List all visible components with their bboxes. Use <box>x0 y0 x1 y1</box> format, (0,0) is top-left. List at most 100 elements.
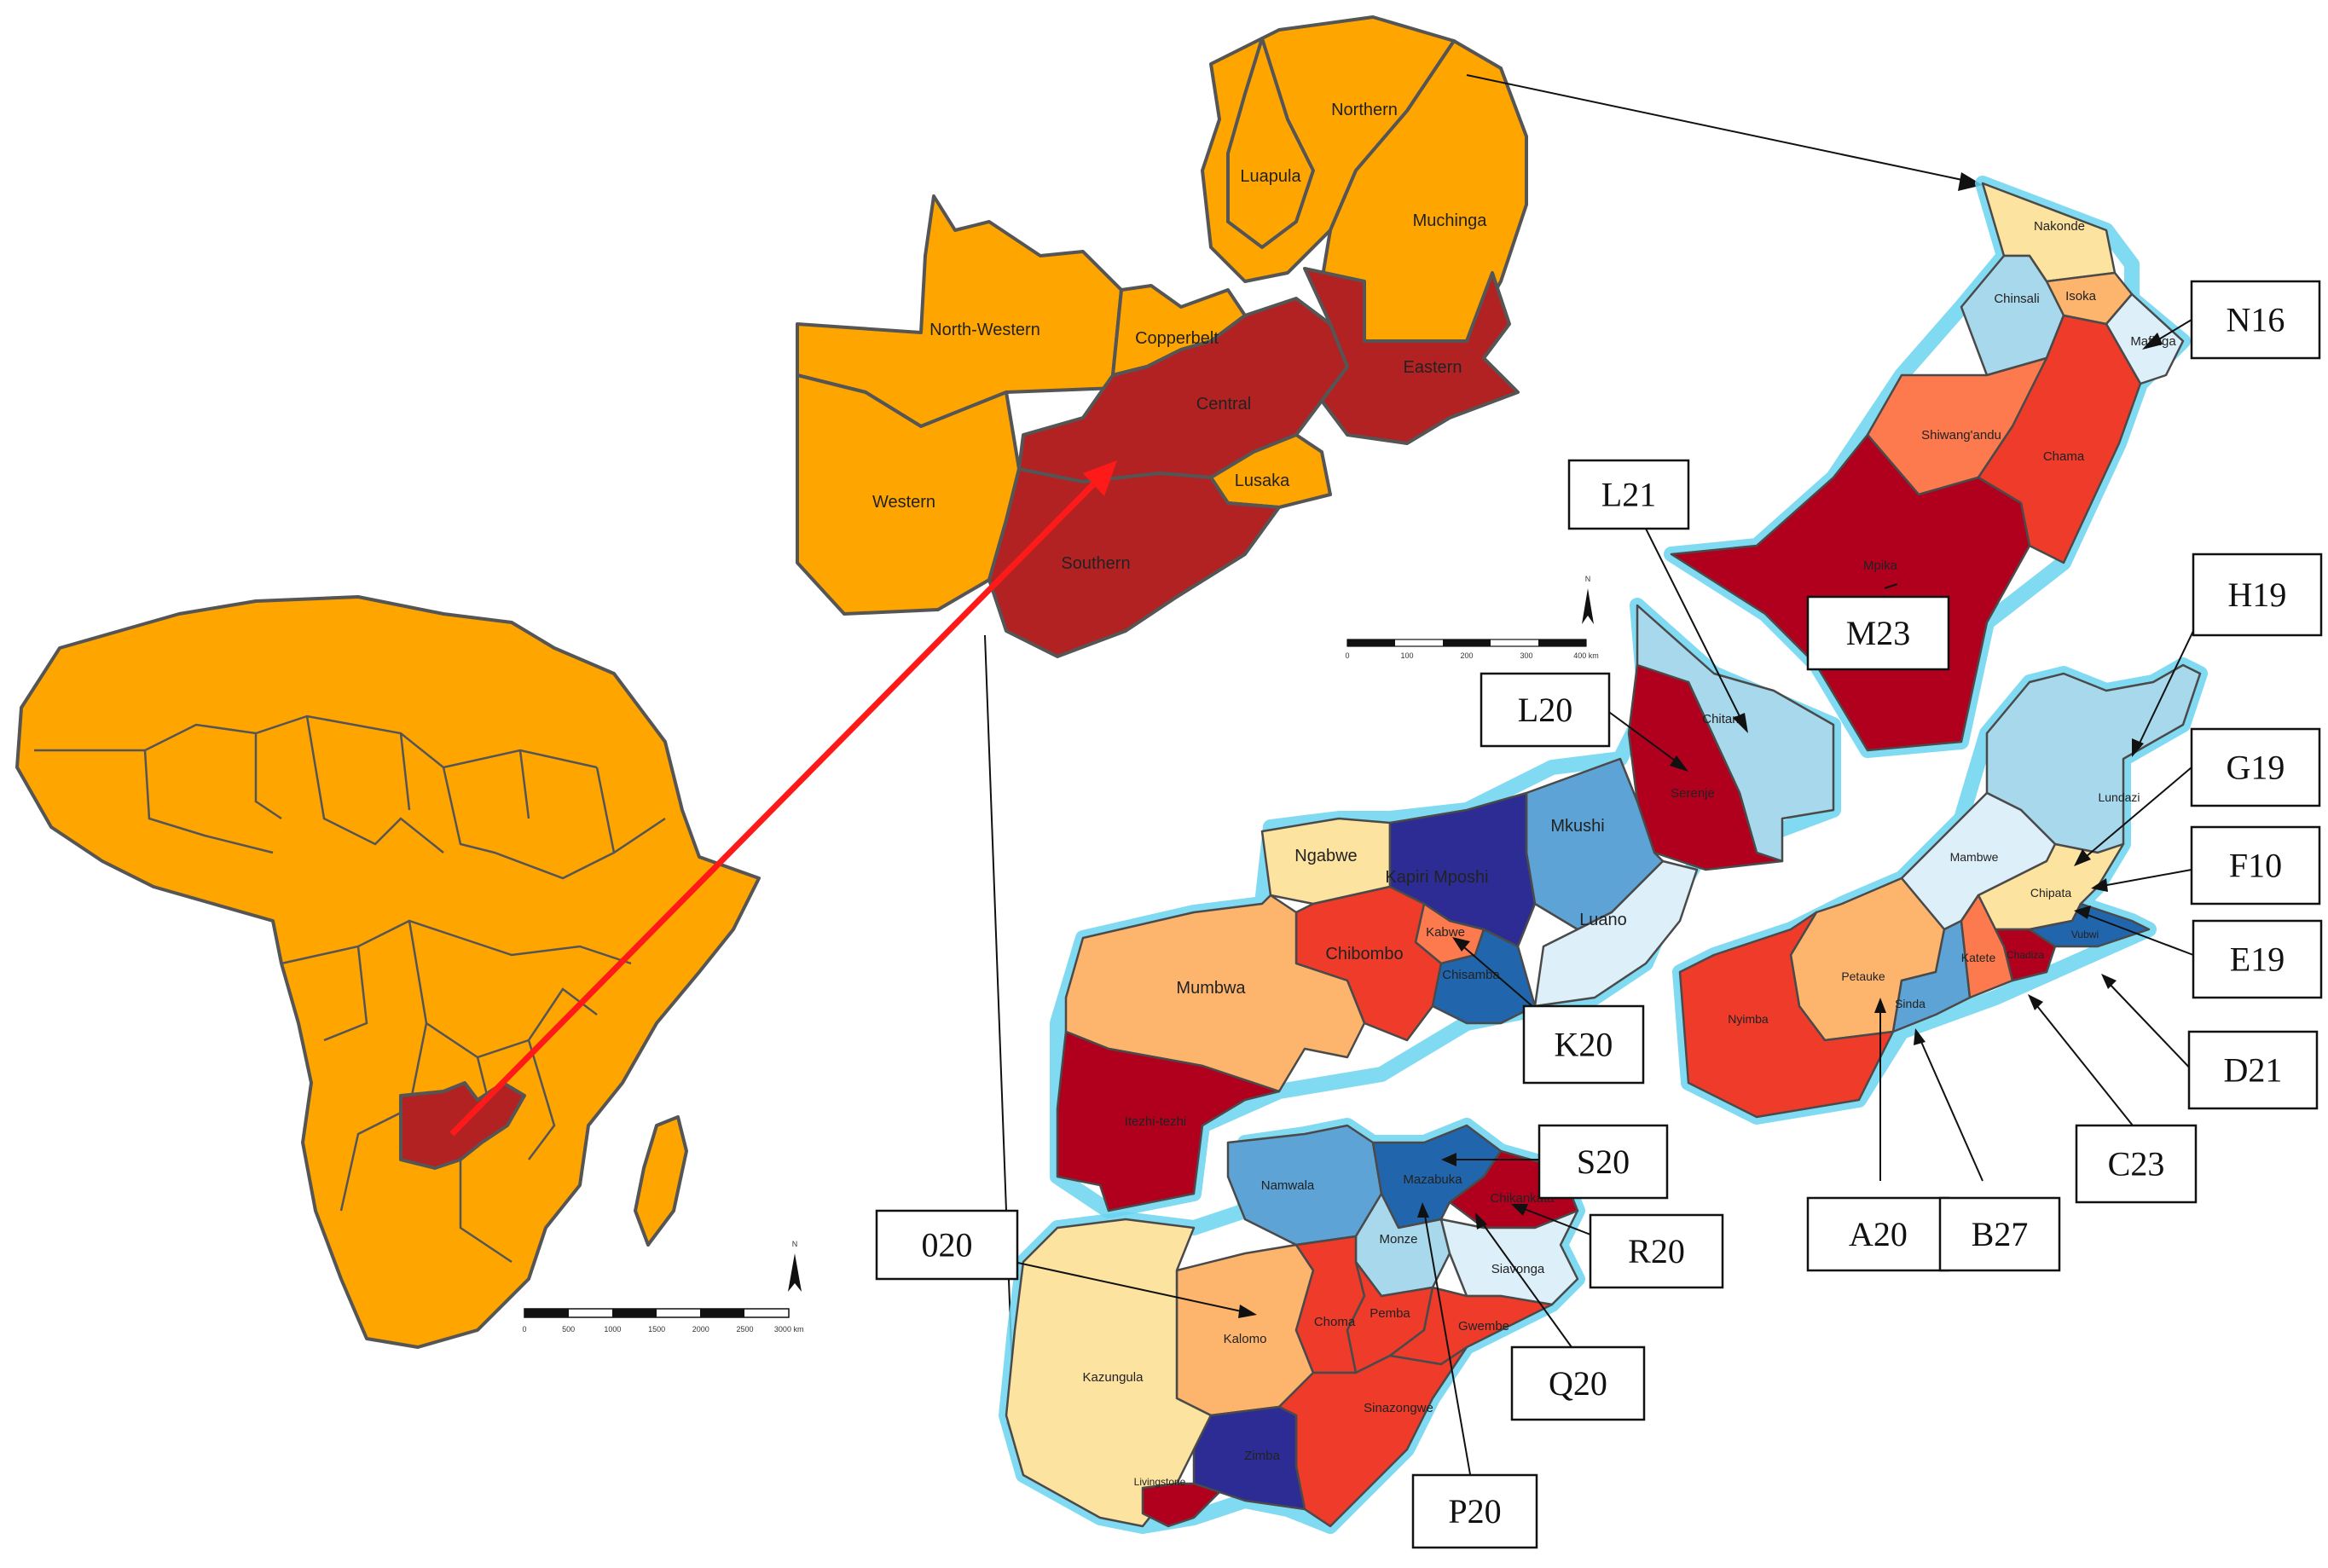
muchinga-detail-map: NakondeIsokaChinsaliMafingaShiwang'anduC… <box>1664 176 2191 758</box>
code-box-frame <box>1567 459 1690 530</box>
district-mpika <box>1670 433 2031 752</box>
code-label-c23: C23 <box>2108 1145 2165 1183</box>
province-north-western <box>796 194 1123 428</box>
district-label-lundazi: Lundazi <box>2098 790 2140 804</box>
district-label-chisamba: Chisamba <box>1442 968 1500 982</box>
code-callout-f10: F10 <box>2190 825 2321 906</box>
zambia-scale-tick: 0 <box>1345 651 1349 660</box>
district-label-chama: Chama <box>2043 449 2085 464</box>
code-callout-a20: A20 <box>1806 1196 1950 1272</box>
code-callout-s20: S20 <box>1538 1124 1669 1200</box>
code-box-frame <box>1538 1124 1669 1200</box>
district-label-mkushi: Mkushi <box>1550 817 1604 836</box>
code-label-q20: Q20 <box>1549 1364 1607 1403</box>
eastern-detail-map: Lundazi Mambwe Chipata Petauke Nyimba Sinda Ka… <box>1672 657 2208 1125</box>
district-label-pemba: Pemba <box>1370 1306 1410 1321</box>
district-label-chadiza: Chadiza <box>2007 949 2044 961</box>
district-label-siavonga: Siavonga <box>1491 1262 1545 1276</box>
africa-scale-tick: 0 <box>522 1325 526 1334</box>
code-label-020: 020 <box>922 1226 973 1264</box>
code-callout-e19: E19 <box>2192 919 2323 999</box>
code-box-frame <box>1480 672 1611 748</box>
district-label-chinsali: Chinsali <box>1994 292 2039 306</box>
district-serenje <box>1627 663 1784 871</box>
central-detail-map: Chitam Serenje Mkushi Luano Ngabwe Kapiri Mpo… <box>1050 598 1841 1218</box>
district-label-mazabuka: Mazabuka <box>1403 1172 1462 1187</box>
code-label-a20: A20 <box>1849 1215 1908 1253</box>
code-callout-p20: P20 <box>1411 1473 1538 1549</box>
code-label-n16: N16 <box>2227 301 2285 339</box>
code-callout-c23: C23 <box>2075 1124 2198 1204</box>
code-callout-k20: K20 <box>1522 1004 1645 1085</box>
africa-continent <box>15 595 761 1349</box>
africa-map <box>15 595 761 1349</box>
locator-arrow <box>449 460 1117 1137</box>
africa-north-arrow: N <box>788 1240 802 1292</box>
africa-north-label: N <box>792 1240 798 1248</box>
district-label-sinda: Sinda <box>1895 997 1926 1010</box>
district-label-katete: Katete <box>1961 951 1996 964</box>
code-label-l21: L21 <box>1601 476 1656 514</box>
africa-scale-tick: 1500 <box>648 1325 665 1334</box>
code-box-frame <box>1589 1213 1724 1289</box>
district-label-kalomo: Kalomo <box>1224 1332 1267 1346</box>
code-label-s20: S20 <box>1577 1143 1630 1181</box>
district-vubwi <box>2028 902 2151 948</box>
district-itezhi-tezhi <box>1056 1030 1281 1212</box>
code-callout-020: 020 <box>875 1209 1019 1281</box>
code-box-frame <box>1522 1004 1645 1085</box>
district-label-petauke: Petauke <box>1841 969 1885 983</box>
southern-detail-map: Namwala MazabukaChikankataMonzeSiavongaKa… <box>999 1118 1585 1534</box>
district-label-kabwe: Kabwe <box>1426 925 1465 940</box>
zambia-scale-bar: 0 100 200 300 400 km N <box>1345 575 1598 660</box>
africa-country-borders <box>34 715 666 1264</box>
district-label-namwala: Namwala <box>1261 1178 1315 1193</box>
district-luano <box>1533 859 1699 1008</box>
code-callouts: N16 L21 M23 H19 L20 G19 F10 E19 K20 D21 S20 C23 020 R… <box>875 280 2323 1549</box>
zambia-scale-tick: 200 <box>1460 651 1473 660</box>
code-box-frame <box>2187 1030 2319 1110</box>
district-label-mpika: Mpika <box>1863 558 1898 573</box>
district-label-monze: Monze <box>1379 1232 1417 1247</box>
code-box-frame <box>1806 595 1950 671</box>
code-callout-r20: R20 <box>1589 1213 1724 1289</box>
code-label-r20: R20 <box>1628 1232 1685 1270</box>
code-box-frame <box>2190 825 2321 906</box>
district-label-chitam: Chitam <box>1702 712 1743 726</box>
province-label-north-western: North-Western <box>929 321 1040 339</box>
zambia-province-map: Northern Luapula Muchinga North-Western Copp… <box>796 15 1528 658</box>
code-box-frame <box>1510 1345 1646 1421</box>
province-label-eastern: Eastern <box>1404 358 1462 377</box>
code-box-frame <box>2192 919 2323 999</box>
district-label-kazungula: Kazungula <box>1083 1370 1144 1385</box>
province-label-luapula: Luapula <box>1240 167 1301 186</box>
district-label-gwembe: Gwembe <box>1458 1319 1509 1334</box>
district-label-ngabwe: Ngabwe <box>1294 847 1357 865</box>
code-box-frame <box>2190 280 2321 360</box>
code-label-d21: D21 <box>2224 1051 2283 1090</box>
code-box-frame <box>2075 1124 2198 1204</box>
district-label-nyimba: Nyimba <box>1728 1012 1769 1026</box>
district-label-livingstone: Livingstone <box>1134 1476 1186 1488</box>
africa-scale-tick: 3000 km <box>774 1325 804 1334</box>
africa-scale-tick: 500 <box>562 1325 575 1334</box>
district-label-kapiri-mposhi: Kapiri Mposhi <box>1385 868 1488 887</box>
zambia-north-arrow: N <box>1582 575 1594 624</box>
province-label-copperbelt: Copperbelt <box>1135 329 1219 348</box>
code-label-h19: H19 <box>2228 576 2287 614</box>
africa-scale-tick: 2500 <box>736 1325 753 1334</box>
province-eastern <box>1303 267 1520 445</box>
district-label-nakonde: Nakonde <box>2034 219 2085 234</box>
code-box-frame <box>1938 1196 2061 1272</box>
code-box-frame <box>2192 553 2323 637</box>
code-callout-n16: N16 <box>2190 280 2321 360</box>
province-label-western: Western <box>872 493 935 512</box>
district-label-shiwang-andu: Shiwang'andu <box>1921 428 2001 443</box>
madagascar <box>634 1115 688 1247</box>
zambia-scale-tick: 100 <box>1400 651 1413 660</box>
code-box-frame <box>1806 1196 1950 1272</box>
province-label-muchinga: Muchinga <box>1413 211 1488 230</box>
africa-scale-bar: 0 500 1000 1500 2000 2500 3000 km N <box>522 1240 803 1334</box>
district-label-choma: Choma <box>1314 1315 1356 1329</box>
